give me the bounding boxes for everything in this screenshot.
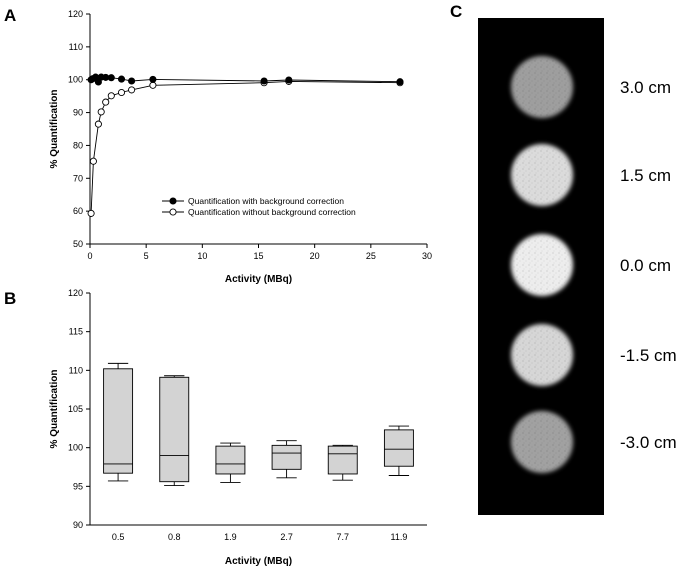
phantom-spot bbox=[511, 234, 573, 296]
y-tick-label: 120 bbox=[68, 9, 83, 19]
data-point-with-correction bbox=[396, 78, 404, 86]
legend-entry: Quantification with background correctio… bbox=[188, 196, 344, 206]
data-point-with-correction bbox=[285, 76, 293, 84]
data-point-with-correction bbox=[117, 75, 126, 83]
series-line bbox=[90, 76, 401, 83]
x-tick-label: 1.9 bbox=[224, 532, 237, 542]
y-tick-label: 110 bbox=[69, 365, 83, 375]
box-iqr bbox=[159, 376, 190, 483]
x-tick-label: 11.9 bbox=[390, 532, 407, 542]
y-axis-title: % Quantification bbox=[49, 90, 60, 169]
panel-label-c: C bbox=[450, 2, 462, 21]
data-point-without-correction bbox=[107, 92, 115, 100]
x-axis-title: Activity (MBq) bbox=[225, 556, 292, 567]
y-tick-label: 105 bbox=[68, 404, 83, 414]
panel-label-b: B bbox=[4, 289, 16, 308]
panel-b-boxplot: 90 95 100 105 110 115 120 0.5 0.8 1.9 2.7 7.7 11.9 Ac… bbox=[49, 288, 427, 567]
phantom-spot bbox=[511, 411, 573, 473]
panel-a-legend: Quantification with background correctio… bbox=[162, 196, 356, 217]
box-7.7 bbox=[327, 444, 358, 481]
phantom-distance-label: 1.5 cm bbox=[620, 166, 671, 185]
phantom-distance-label: 3.0 cm bbox=[620, 78, 671, 97]
y-tick-label: 90 bbox=[73, 520, 83, 530]
phantom-spot bbox=[511, 324, 573, 386]
x-tick-label: 25 bbox=[366, 251, 376, 261]
panel-a-axes: 50 60 70 80 90 100 110 120 0 5 10 15 20 25 30 Activity … bbox=[49, 9, 432, 285]
box-0.8 bbox=[159, 375, 190, 487]
x-tick-label: 30 bbox=[422, 251, 432, 261]
y-tick-label: 95 bbox=[73, 481, 83, 491]
data-point-with-correction bbox=[107, 74, 115, 82]
phantom-spots bbox=[511, 56, 573, 473]
box-iqr bbox=[327, 445, 358, 475]
x-tick-label: 7.7 bbox=[336, 532, 349, 542]
x-tick-label: 0.5 bbox=[112, 532, 125, 542]
data-point-without-correction bbox=[89, 157, 97, 165]
box-1.9 bbox=[215, 442, 246, 483]
x-tick-label: 20 bbox=[310, 251, 320, 261]
y-tick-label: 50 bbox=[73, 239, 83, 249]
panel-a-scatter: 50 60 70 80 90 100 110 120 0 5 10 15 20 25 30 Activity … bbox=[49, 9, 432, 285]
box-iqr bbox=[103, 368, 134, 474]
phantom-spot bbox=[511, 144, 573, 206]
box-iqr bbox=[383, 429, 414, 467]
data-point-without-correction bbox=[97, 108, 105, 116]
y-tick-label: 115 bbox=[69, 327, 83, 337]
phantom-spot bbox=[511, 56, 573, 118]
y-tick-label: 90 bbox=[73, 108, 83, 118]
phantom-spot-noise bbox=[513, 413, 571, 471]
x-tick-label: 2.7 bbox=[280, 532, 293, 542]
phantom-distance-labels: 3.0 cm 1.5 cm 0.0 cm -1.5 cm -3.0 cm bbox=[620, 78, 677, 452]
y-tick-label: 60 bbox=[73, 206, 83, 216]
x-tick-label: 0.8 bbox=[168, 532, 181, 542]
data-point-with-correction bbox=[128, 77, 136, 85]
phantom-spot-noise bbox=[513, 146, 571, 204]
data-point-without-correction bbox=[87, 209, 95, 217]
y-tick-label: 110 bbox=[69, 42, 83, 52]
panel-b-boxes bbox=[103, 362, 414, 487]
data-point-without-correction bbox=[149, 81, 157, 89]
legend-marker bbox=[169, 197, 177, 205]
x-tick-label: 5 bbox=[144, 251, 149, 261]
box-iqr bbox=[215, 445, 246, 475]
y-tick-label: 120 bbox=[68, 288, 83, 298]
data-point-without-correction bbox=[128, 86, 136, 94]
phantom-spot-noise bbox=[513, 236, 571, 294]
data-point-with-correction bbox=[149, 75, 157, 83]
box-iqr bbox=[271, 444, 302, 470]
x-tick-label: 15 bbox=[253, 251, 263, 261]
box-2.7 bbox=[271, 440, 302, 479]
data-point-without-correction bbox=[94, 120, 102, 128]
box-11.9 bbox=[383, 425, 414, 476]
data-point-without-correction bbox=[117, 88, 126, 97]
data-point-without-correction bbox=[102, 98, 110, 106]
phantom-spot-noise bbox=[513, 326, 571, 384]
legend-marker bbox=[169, 208, 177, 216]
y-tick-label: 100 bbox=[68, 75, 83, 85]
y-tick-label: 70 bbox=[73, 173, 83, 183]
phantom-distance-label: -3.0 cm bbox=[620, 433, 677, 452]
phantom-distance-label: -1.5 cm bbox=[620, 346, 677, 365]
x-tick-label: 0 bbox=[87, 251, 92, 261]
x-tick-label: 10 bbox=[197, 251, 207, 261]
series-line bbox=[90, 80, 401, 214]
panel-b-axes: 90 95 100 105 110 115 120 0.5 0.8 1.9 2.7 7.7 11.9 Ac… bbox=[49, 288, 427, 567]
y-tick-label: 80 bbox=[73, 140, 83, 150]
y-axis-title: % Quantification bbox=[49, 370, 60, 449]
legend-entry: Quantification without background correc… bbox=[188, 207, 356, 217]
box-0.5 bbox=[103, 362, 134, 482]
y-tick-label: 100 bbox=[68, 443, 83, 453]
data-point-with-correction bbox=[260, 77, 268, 85]
panel-a-points bbox=[87, 73, 404, 217]
x-axis-title: Activity (MBq) bbox=[225, 274, 292, 285]
phantom-spot-noise bbox=[513, 58, 571, 116]
panel-a-series-lines bbox=[90, 76, 401, 214]
phantom-distance-label: 0.0 cm bbox=[620, 256, 671, 275]
panel-label-a: A bbox=[4, 6, 16, 25]
